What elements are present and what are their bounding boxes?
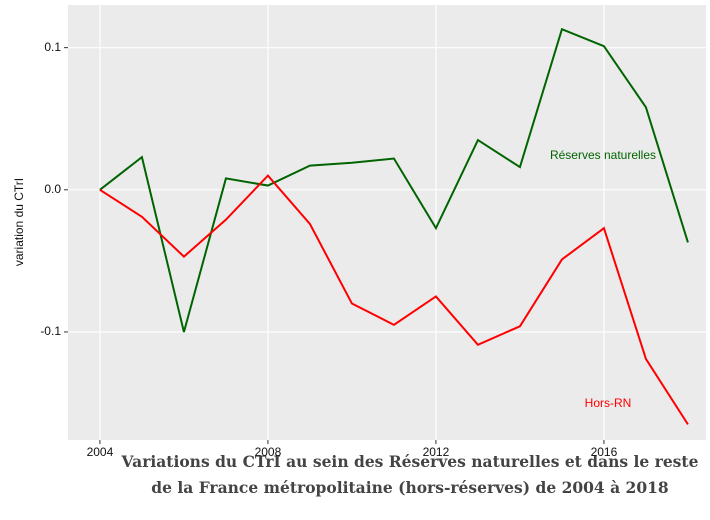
plot-panel <box>68 5 706 440</box>
series-line <box>99 174 689 425</box>
x-tick-label: 2004 <box>87 445 114 459</box>
caption: Variations du CTrI au sein des Réserves … <box>121 452 699 471</box>
x-tick-label: 2016 <box>591 445 618 459</box>
x-tick-label: 2008 <box>255 445 282 459</box>
y-tick-label: 0.0 <box>44 182 61 196</box>
series-label: Hors-RN <box>585 396 632 410</box>
series-label: Réserves naturelles <box>550 148 656 162</box>
y-axis-title: variation du CTrI <box>12 178 26 266</box>
caption: de la France métropolitaine (hors-réserv… <box>151 478 668 497</box>
series-line <box>99 27 689 333</box>
y-tick-label: -0.1 <box>40 324 61 338</box>
y-tick-label: 0.1 <box>44 40 61 54</box>
x-tick-label: 2012 <box>423 445 450 459</box>
